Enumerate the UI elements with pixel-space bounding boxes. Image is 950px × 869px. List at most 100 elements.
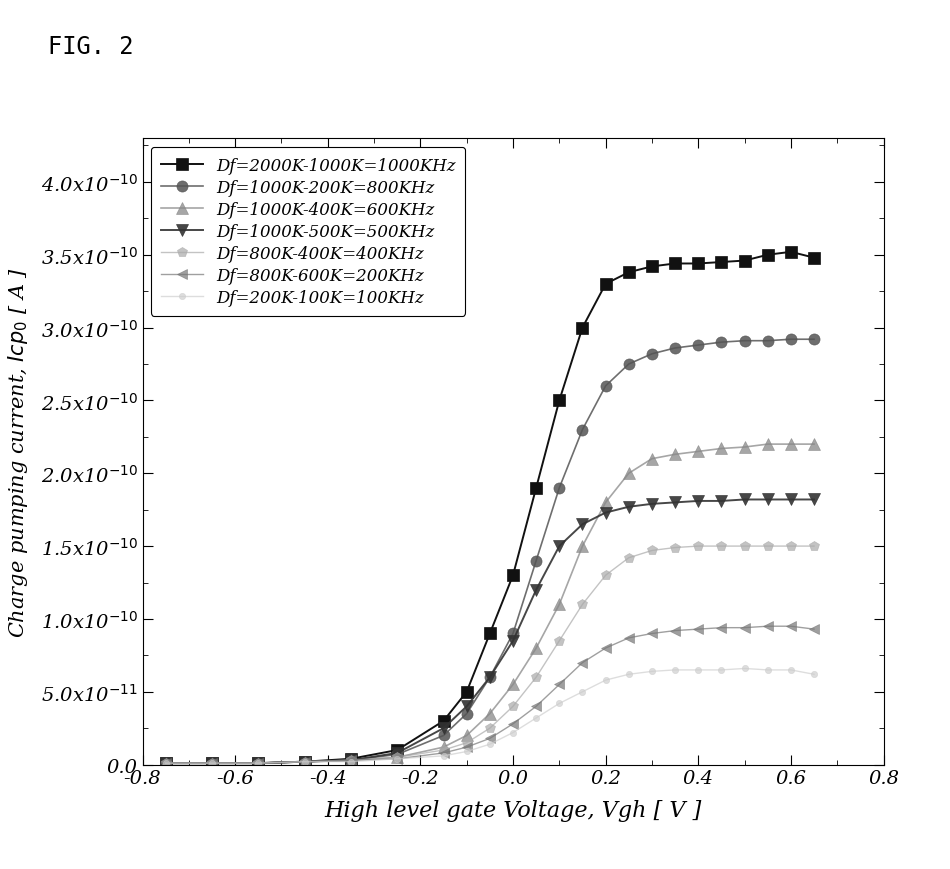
Df=1000K-200K=800KHz — [762, 336, 773, 347]
Df=800K-400K=400KHz — [253, 758, 264, 768]
Df=1000K-200K=800KHz — [530, 556, 541, 567]
Df=1000K-400K=600KHz — [391, 753, 403, 763]
Df=800K-600K=200KHz — [715, 623, 727, 634]
Df=1000K-500K=500KHz — [600, 507, 612, 518]
Df=800K-600K=200KHz — [253, 758, 264, 768]
Df=800K-600K=200KHz — [160, 758, 171, 768]
Df=200K-100K=100KHz — [391, 753, 403, 764]
Df=800K-600K=200KHz — [507, 719, 519, 729]
Df=1000K-200K=800KHz — [693, 341, 704, 351]
Df=1000K-400K=600KHz — [484, 708, 496, 719]
Line: Df=800K-600K=200KHz: Df=800K-600K=200KHz — [161, 621, 819, 768]
Df=2000K-1000K=1000KHz — [530, 483, 541, 494]
Df=800K-400K=400KHz — [391, 753, 403, 763]
Df=1000K-200K=800KHz — [808, 335, 820, 345]
Df=800K-400K=400KHz — [461, 738, 472, 748]
Df=200K-100K=100KHz — [785, 665, 796, 675]
Df=1000K-500K=500KHz — [391, 748, 403, 759]
Df=800K-600K=200KHz — [808, 624, 820, 634]
Df=2000K-1000K=1000KHz — [206, 758, 218, 768]
Df=2000K-1000K=1000KHz — [808, 253, 820, 263]
Df=2000K-1000K=1000KHz — [600, 279, 612, 289]
Df=2000K-1000K=1000KHz — [299, 757, 311, 767]
Df=800K-400K=400KHz — [762, 541, 773, 552]
Df=2000K-1000K=1000KHz — [715, 257, 727, 268]
Df=200K-100K=100KHz — [623, 669, 635, 680]
Df=1000K-500K=500KHz — [438, 723, 449, 733]
Df=200K-100K=100KHz — [530, 713, 541, 723]
Df=1000K-200K=800KHz — [206, 758, 218, 768]
Df=1000K-500K=500KHz — [484, 673, 496, 683]
Df=800K-400K=400KHz — [646, 546, 657, 556]
Df=1000K-200K=800KHz — [785, 335, 796, 345]
Df=800K-600K=200KHz — [693, 624, 704, 634]
Df=200K-100K=100KHz — [554, 699, 565, 709]
Df=2000K-1000K=1000KHz — [160, 758, 171, 768]
Df=200K-100K=100KHz — [461, 746, 472, 757]
Df=1000K-500K=500KHz — [762, 494, 773, 505]
Df=1000K-200K=800KHz — [461, 708, 472, 719]
Df=1000K-400K=600KHz — [785, 440, 796, 450]
Df=2000K-1000K=1000KHz — [253, 758, 264, 768]
Df=800K-600K=200KHz — [646, 628, 657, 639]
Df=2000K-1000K=1000KHz — [670, 259, 681, 269]
Df=800K-400K=400KHz — [670, 543, 681, 554]
Df=800K-400K=400KHz — [484, 723, 496, 733]
Df=200K-100K=100KHz — [484, 740, 496, 750]
Df=800K-600K=200KHz — [785, 621, 796, 632]
Df=800K-600K=200KHz — [299, 757, 311, 767]
Line: Df=2000K-1000K=1000KHz: Df=2000K-1000K=1000KHz — [161, 247, 820, 769]
Df=200K-100K=100KHz — [160, 758, 171, 768]
Df=1000K-400K=600KHz — [299, 757, 311, 767]
Df=800K-600K=200KHz — [762, 621, 773, 632]
Df=2000K-1000K=1000KHz — [693, 259, 704, 269]
Df=200K-100K=100KHz — [762, 665, 773, 675]
Df=200K-100K=100KHz — [438, 751, 449, 761]
Df=800K-600K=200KHz — [438, 748, 449, 759]
Df=800K-400K=400KHz — [785, 541, 796, 552]
Line: Df=1000K-500K=500KHz: Df=1000K-500K=500KHz — [161, 494, 820, 769]
Df=1000K-400K=600KHz — [762, 440, 773, 450]
Df=1000K-500K=500KHz — [693, 496, 704, 507]
Df=800K-600K=200KHz — [577, 658, 588, 668]
Df=1000K-500K=500KHz — [461, 701, 472, 712]
Df=2000K-1000K=1000KHz — [554, 395, 565, 406]
Df=1000K-400K=600KHz — [554, 600, 565, 610]
Df=1000K-400K=600KHz — [577, 541, 588, 552]
Df=1000K-400K=600KHz — [253, 758, 264, 768]
Df=800K-600K=200KHz — [623, 633, 635, 643]
Df=1000K-400K=600KHz — [461, 731, 472, 741]
Df=800K-600K=200KHz — [554, 680, 565, 690]
Df=2000K-1000K=1000KHz — [507, 570, 519, 580]
Df=1000K-200K=800KHz — [646, 349, 657, 360]
Df=1000K-400K=600KHz — [507, 680, 519, 690]
Df=800K-400K=400KHz — [600, 570, 612, 580]
Df=800K-400K=400KHz — [345, 755, 356, 766]
Df=2000K-1000K=1000KHz — [484, 628, 496, 639]
Df=1000K-500K=500KHz — [554, 541, 565, 552]
Df=1000K-500K=500KHz — [345, 755, 356, 766]
Df=1000K-500K=500KHz — [577, 520, 588, 530]
Df=2000K-1000K=1000KHz — [461, 687, 472, 697]
Line: Df=1000K-400K=600KHz: Df=1000K-400K=600KHz — [161, 439, 820, 769]
Df=800K-600K=200KHz — [600, 643, 612, 653]
Df=1000K-200K=800KHz — [345, 755, 356, 766]
Df=1000K-400K=600KHz — [160, 758, 171, 768]
Df=2000K-1000K=1000KHz — [577, 323, 588, 334]
Df=800K-400K=400KHz — [693, 541, 704, 552]
Df=1000K-400K=600KHz — [345, 755, 356, 766]
Df=1000K-500K=500KHz — [206, 758, 218, 768]
Df=800K-600K=200KHz — [206, 758, 218, 768]
Df=200K-100K=100KHz — [739, 663, 750, 673]
Df=1000K-500K=500KHz — [253, 758, 264, 768]
Df=800K-600K=200KHz — [391, 753, 403, 764]
Df=800K-400K=400KHz — [299, 757, 311, 767]
Df=2000K-1000K=1000KHz — [623, 268, 635, 278]
Df=1000K-400K=600KHz — [715, 444, 727, 454]
Df=800K-400K=400KHz — [507, 701, 519, 712]
Df=1000K-200K=800KHz — [600, 381, 612, 392]
Df=200K-100K=100KHz — [507, 727, 519, 738]
Df=1000K-500K=500KHz — [299, 757, 311, 767]
Df=2000K-1000K=1000KHz — [785, 248, 796, 258]
Df=800K-600K=200KHz — [530, 701, 541, 712]
